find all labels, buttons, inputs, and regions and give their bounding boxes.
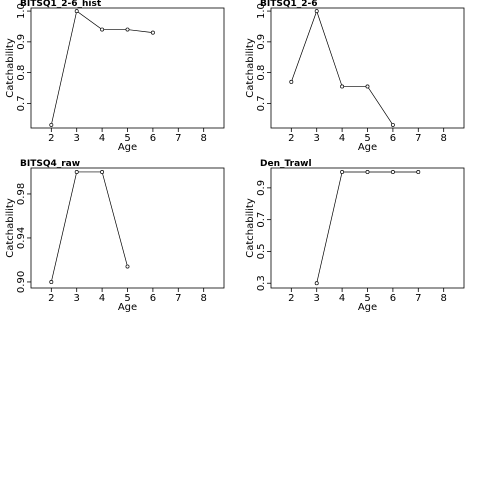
- x-tick-label: 4: [99, 293, 105, 304]
- x-tick-label: 8: [440, 133, 446, 144]
- y-tick-label: 0.8: [256, 65, 267, 81]
- x-axis-label: Age: [358, 302, 377, 313]
- y-tick-label: 0.94: [16, 227, 27, 249]
- x-tick-label: 4: [339, 133, 345, 144]
- y-axis-label: Catchability: [5, 198, 16, 258]
- y-tick-label: 0.9: [16, 34, 27, 50]
- panel-title: BITSQ4_raw: [20, 159, 80, 169]
- x-axis-label: Age: [358, 142, 377, 153]
- data-line: [316, 171, 419, 284]
- x-tick-label: 6: [150, 133, 156, 144]
- x-axis-label: Age: [118, 142, 137, 153]
- x-tick-label: 2: [288, 133, 294, 144]
- data-point: [49, 122, 54, 127]
- y-tick-label: 0.7: [16, 95, 27, 111]
- data-point: [416, 170, 421, 174]
- y-tick-label: 0.8: [16, 65, 27, 81]
- x-tick-label: 8: [200, 293, 206, 304]
- y-tick-label: 0.5: [256, 243, 267, 259]
- y-tick-label: 0.7: [256, 95, 267, 111]
- x-tick-label: 7: [175, 293, 181, 304]
- y-tick-label: 1.0: [256, 3, 267, 19]
- data-point: [340, 84, 345, 89]
- x-tick-label: 2: [48, 293, 54, 304]
- panel-title: BITSQ1_2-6: [260, 0, 318, 9]
- data-point: [314, 9, 319, 14]
- data-line: [290, 10, 394, 126]
- x-tick-label: 3: [314, 293, 320, 304]
- data-point: [100, 27, 105, 32]
- x-tick-label: 3: [314, 133, 320, 144]
- plot-frame: [30, 7, 225, 129]
- y-axis-label: Catchability: [245, 38, 256, 98]
- x-tick-label: 3: [74, 293, 80, 304]
- y-axis-label: Catchability: [245, 198, 256, 258]
- panel-title: BITSQ1_2-6_hist: [20, 0, 102, 9]
- y-tick-label: 0.9: [256, 180, 267, 196]
- data-point: [74, 9, 79, 14]
- x-tick-label: 8: [200, 133, 206, 144]
- y-axis-label: Catchability: [5, 38, 16, 98]
- x-tick-label: 6: [390, 293, 396, 304]
- x-tick-label: 7: [415, 133, 421, 144]
- x-tick-label: 5: [124, 133, 130, 144]
- x-tick-label: 7: [175, 133, 181, 144]
- data-point: [150, 30, 155, 35]
- data-line: [50, 171, 128, 283]
- y-tick-label: 0.98: [16, 183, 27, 205]
- data-point: [365, 84, 370, 89]
- data-point: [125, 264, 130, 269]
- x-tick-label: 5: [364, 133, 370, 144]
- x-tick-label: 8: [440, 293, 446, 304]
- panel-title: Den_Trawl: [260, 159, 312, 169]
- data-point: [390, 170, 395, 174]
- x-tick-label: 2: [288, 293, 294, 304]
- data-point: [390, 122, 395, 127]
- y-tick-label: 0.90: [16, 271, 27, 293]
- data-point: [125, 27, 130, 32]
- plot-frame: [30, 167, 225, 289]
- x-tick-label: 3: [74, 133, 80, 144]
- x-tick-label: 6: [390, 133, 396, 144]
- x-tick-label: 5: [364, 293, 370, 304]
- x-tick-label: 2: [48, 133, 54, 144]
- y-tick-label: 1.0: [16, 3, 27, 19]
- data-point: [100, 170, 105, 174]
- data-point: [340, 170, 345, 174]
- y-tick-label: 0.3: [256, 275, 267, 291]
- y-tick-label: 0.7: [256, 212, 267, 228]
- plot-frame: [270, 7, 465, 129]
- data-point: [365, 170, 370, 174]
- x-tick-label: 6: [150, 293, 156, 304]
- x-tick-label: 4: [99, 133, 105, 144]
- x-axis-label: Age: [118, 302, 137, 313]
- x-tick-label: 4: [339, 293, 345, 304]
- x-tick-label: 7: [415, 293, 421, 304]
- y-tick-label: 0.9: [256, 34, 267, 50]
- plot-frame: [270, 167, 465, 289]
- data-point: [314, 281, 319, 286]
- data-point: [289, 79, 294, 84]
- x-tick-label: 5: [124, 293, 130, 304]
- data-point: [49, 280, 54, 284]
- data-point: [74, 170, 79, 174]
